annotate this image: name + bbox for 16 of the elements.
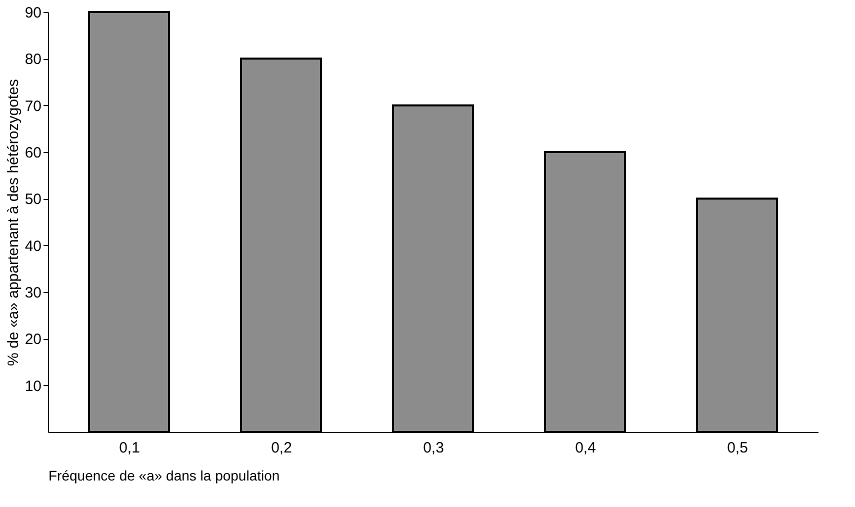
y-tick-label: 50 [24, 191, 42, 208]
x-tick-label: 0,4 [575, 440, 596, 456]
x-tick-label: 0,1 [119, 440, 140, 456]
y-tick-label: 80 [24, 51, 42, 68]
y-tick-label: 10 [24, 378, 42, 395]
x-tick-label: 0,5 [727, 440, 748, 456]
y-tick-label: 30 [24, 284, 42, 302]
y-tick-label: 60 [24, 144, 42, 162]
y-tick-label: 70 [24, 98, 42, 115]
x-tick-label: 0,3 [423, 440, 444, 456]
y-axis-title: % de «a» appartenant à des hétérozygotes [4, 79, 22, 366]
y-tick-label: 90 [24, 4, 42, 22]
y-tick-label: 40 [24, 238, 42, 255]
x-axis-title: Fréquence de «a» dans la population [48, 468, 280, 484]
x-tick-label: 0,2 [271, 440, 292, 456]
y-tick-label: 20 [24, 331, 42, 348]
